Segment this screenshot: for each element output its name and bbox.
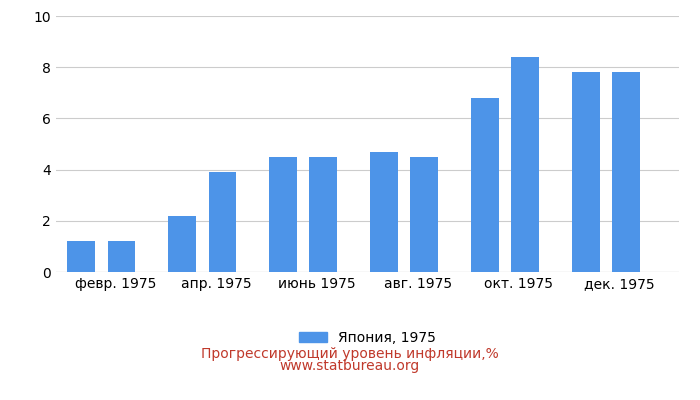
Bar xyxy=(410,157,438,272)
Bar xyxy=(511,57,539,272)
Bar xyxy=(612,72,640,272)
Legend: Япония, 1975: Япония, 1975 xyxy=(293,325,442,350)
Bar xyxy=(309,157,337,272)
Bar xyxy=(209,172,237,272)
Bar xyxy=(67,241,95,272)
Bar xyxy=(108,241,136,272)
Bar xyxy=(370,152,398,272)
Bar xyxy=(471,98,498,272)
Text: Прогрессирующий уровень инфляции,%: Прогрессирующий уровень инфляции,% xyxy=(201,347,499,361)
Text: www.statbureau.org: www.statbureau.org xyxy=(280,359,420,373)
Bar xyxy=(168,216,196,272)
Bar xyxy=(269,157,297,272)
Bar xyxy=(572,72,599,272)
